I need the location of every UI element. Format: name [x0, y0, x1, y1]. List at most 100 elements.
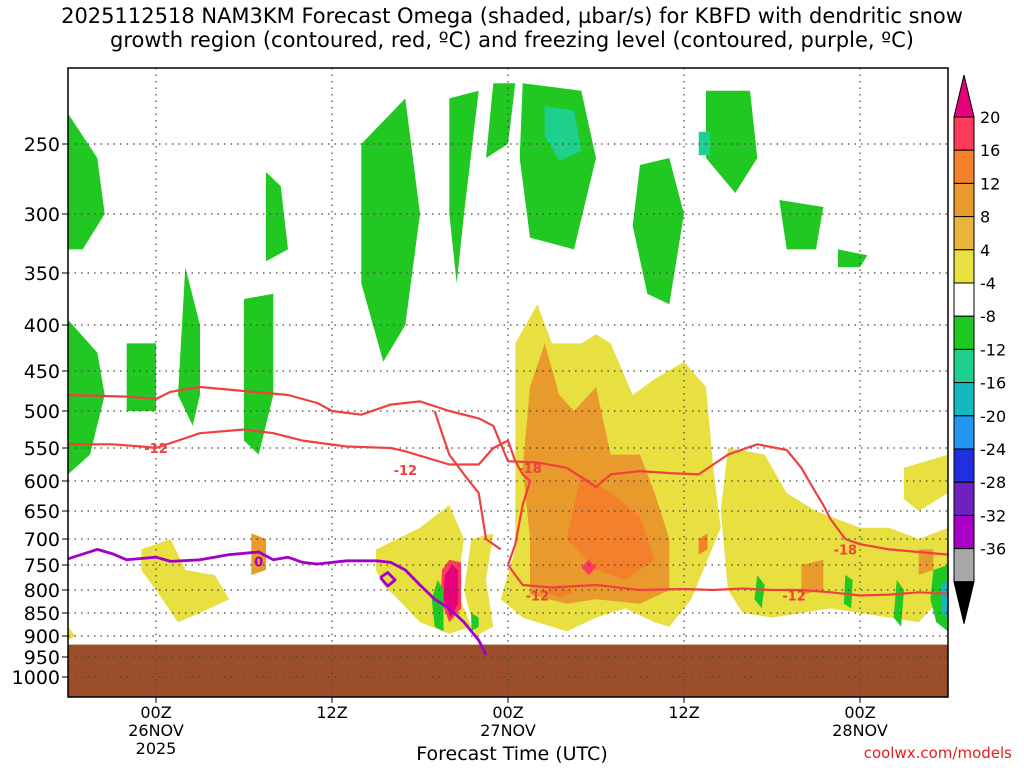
x-tick-label: 00Z: [140, 703, 171, 722]
chart-title: 2025112518 NAM3KM Forecast Omega (shaded…: [61, 4, 963, 52]
dgz-contour-label: -12: [144, 442, 168, 457]
omega-region-32: [443, 565, 459, 618]
colorbar: 20 16 12 8 4 -4 -8 -12 -16 -20 -24 -28 -32 -36: [953, 74, 1006, 624]
omega-region-17: [141, 539, 230, 623]
colorbar-label: -16: [980, 374, 1006, 393]
colorbar-swatch: [953, 315, 975, 350]
omega-region-28: [801, 559, 824, 595]
colorbar-label: 8: [980, 208, 990, 227]
x-tick-label: 00Z: [844, 703, 875, 722]
x-tick-label: 2025: [136, 739, 177, 758]
y-tick-label: 450: [24, 361, 60, 383]
x-tick-label: 12Z: [668, 703, 699, 722]
omega-region-34: [471, 613, 479, 632]
colorbar-swatch: [953, 348, 975, 384]
freezing-contour-3: [68, 548, 488, 656]
omega-region-13: [698, 131, 711, 156]
omega-region-8: [486, 83, 516, 158]
colorbar-swatch: [953, 282, 975, 317]
colorbar-label: 4: [980, 241, 990, 260]
colorbar-swatch: [953, 415, 975, 450]
x-axis-title: Forecast Time (UTC): [416, 743, 608, 765]
colorbar-label: -12: [980, 340, 1006, 359]
colorbar-bottom-arrow: [953, 581, 975, 624]
y-tick-label: 700: [24, 529, 60, 551]
y-tick-label: 900: [24, 626, 60, 648]
omega-region-36: [843, 575, 853, 609]
freezing-contour-4: [379, 571, 397, 588]
omega-region-10: [544, 106, 582, 161]
omega-region-24: [544, 585, 574, 597]
x-tick-label: 00Z: [492, 703, 523, 722]
colorbar-swatch: [953, 481, 975, 516]
omega-region-16: [68, 626, 76, 641]
colorbar-swatch: [953, 182, 975, 218]
omega-region-12: [706, 90, 758, 193]
omega-region-2: [126, 343, 156, 411]
colorbar-label: 16: [980, 141, 1000, 160]
y-tick-label: 250: [24, 134, 60, 156]
omega-region-9: [519, 83, 596, 250]
omega-region-5: [266, 172, 288, 262]
dgz-contour-label: -18: [518, 462, 542, 477]
colorbar-swatch: [953, 249, 975, 284]
x-tick-label: 28NOV: [832, 721, 888, 740]
omega-shading: [68, 83, 948, 641]
y-tick-label: 500: [24, 401, 60, 423]
colorbar-top-arrow: [953, 74, 975, 118]
dgz-contour-2: [433, 410, 502, 551]
colorbar-label: 20: [980, 108, 1000, 127]
y-axis: 2503003504004505005506006507007508008509…: [12, 134, 68, 689]
omega-region-25: [581, 559, 596, 575]
colorbar-label: 12: [980, 174, 1000, 193]
omega-region-7: [449, 90, 479, 284]
omega-region-29: [918, 549, 934, 575]
colorbar-swatch: [953, 216, 975, 251]
colorbar-swatch: [953, 448, 975, 483]
omega-region-0: [68, 113, 105, 250]
dgz-contour-label: -12: [782, 590, 806, 605]
colorbar-swatch: [953, 149, 975, 184]
omega-region-11: [632, 158, 684, 305]
credit-text[interactable]: coolwx.com/models: [863, 744, 1012, 762]
ground-layer: [68, 644, 948, 697]
contour-lines: -18 -18 -12 -12 -12 -12 0: [68, 385, 948, 656]
omega-region-4: [244, 293, 274, 455]
omega-region-35: [754, 575, 765, 609]
x-tick-label: 27NOV: [480, 721, 536, 740]
x-tick-label: 12Z: [316, 703, 347, 722]
omega-region-30: [904, 454, 948, 511]
y-tick-label: 600: [24, 471, 60, 493]
omega-region-33: [431, 580, 444, 632]
omega-region-3: [178, 267, 200, 426]
y-tick-label: 400: [24, 315, 60, 337]
y-tick-label: 650: [24, 501, 60, 523]
colorbar-swatch: [953, 382, 975, 417]
x-tick-label: 26NOV: [128, 721, 184, 740]
ground-fill: [68, 644, 948, 697]
dgz-contour-label: -12: [394, 464, 418, 479]
dgz-contour-label: -18: [834, 543, 858, 558]
omega-region-18: [251, 533, 266, 575]
omega-region-27: [720, 448, 948, 623]
y-tick-label: 850: [24, 603, 60, 625]
omega-region-6: [361, 98, 420, 362]
colorbar-label: -24: [980, 440, 1006, 459]
dgz-contour-1: [68, 428, 948, 597]
omega-region-15: [838, 249, 868, 268]
y-tick-label: 950: [24, 647, 60, 669]
y-tick-label: 800: [24, 580, 60, 602]
omega-region-14: [779, 200, 824, 250]
colorbar-label: -20: [980, 407, 1006, 426]
colorbar-label: -28: [980, 473, 1006, 492]
colorbar-swatch: [953, 548, 975, 583]
y-tick-label: 750: [24, 555, 60, 577]
colorbar-swatch: [953, 514, 975, 550]
y-tick-label: 350: [24, 263, 60, 285]
omega-region-23: [566, 474, 655, 580]
colorbar-label: -8: [980, 307, 996, 326]
colorbar-label: -36: [980, 540, 1006, 559]
omega-region-37: [893, 580, 904, 627]
